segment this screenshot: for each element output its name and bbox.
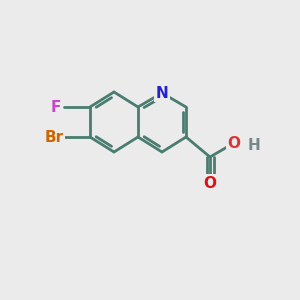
- Text: O: O: [227, 136, 241, 151]
- Text: F: F: [51, 100, 61, 115]
- Text: N: N: [156, 85, 168, 100]
- Text: H: H: [248, 137, 260, 152]
- Text: O: O: [203, 176, 217, 190]
- Text: Br: Br: [44, 130, 64, 145]
